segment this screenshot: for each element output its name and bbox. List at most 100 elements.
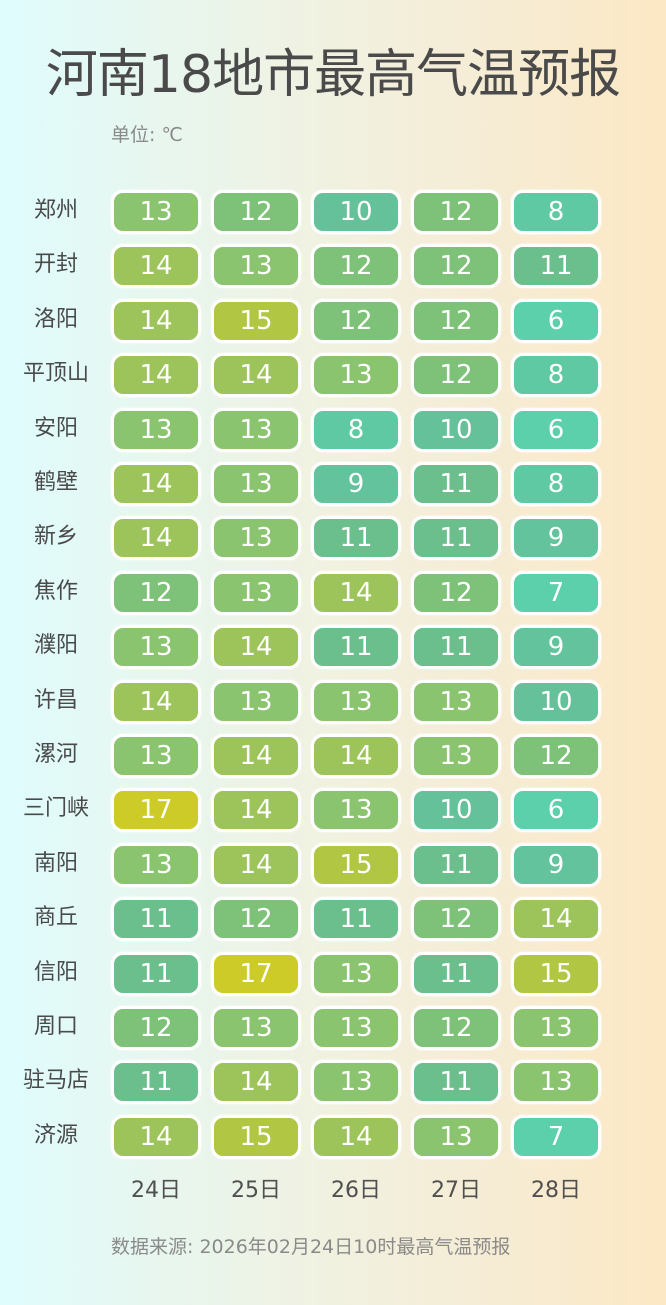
heatmap-cell: 14 bbox=[111, 353, 201, 397]
heatmap-cell: 7 bbox=[511, 571, 601, 615]
heatmap-cell: 14 bbox=[311, 571, 401, 615]
heatmap-cell: 8 bbox=[511, 190, 601, 234]
heatmap-cell: 14 bbox=[111, 244, 201, 288]
heatmap-cell: 12 bbox=[411, 190, 501, 234]
heatmap-cell: 12 bbox=[311, 299, 401, 343]
heatmap-cell: 12 bbox=[211, 897, 301, 941]
heatmap-cell: 10 bbox=[511, 680, 601, 724]
heatmap-cell: 14 bbox=[211, 734, 301, 778]
heatmap-cell: 13 bbox=[211, 462, 301, 506]
row-label-city: 漯河 bbox=[33, 742, 78, 767]
heatmap-cell: 15 bbox=[211, 299, 301, 343]
heatmap-cell: 13 bbox=[111, 734, 201, 778]
heatmap-cell: 12 bbox=[411, 571, 501, 615]
heatmap-cell: 13 bbox=[311, 1006, 401, 1050]
heatmap-cell: 12 bbox=[111, 571, 201, 615]
heatmap-cell: 17 bbox=[111, 788, 201, 832]
heatmap-cell: 14 bbox=[111, 680, 201, 724]
heatmap-cell: 17 bbox=[211, 952, 301, 996]
heatmap-cell: 13 bbox=[111, 190, 201, 234]
heatmap-cell: 13 bbox=[211, 516, 301, 560]
heatmap-cell: 13 bbox=[311, 952, 401, 996]
heatmap-cell: 11 bbox=[311, 516, 401, 560]
row-label-city: 驻马店 bbox=[22, 1068, 89, 1093]
heatmap-cell: 14 bbox=[211, 1060, 301, 1104]
heatmap-cell: 9 bbox=[511, 516, 601, 560]
row-label-city: 南阳 bbox=[33, 851, 78, 876]
row-label-city: 焦作 bbox=[33, 579, 78, 604]
heatmap-cell: 12 bbox=[511, 734, 601, 778]
heatmap-cell: 9 bbox=[311, 462, 401, 506]
heatmap-cell: 12 bbox=[111, 1006, 201, 1050]
row-label-city: 信阳 bbox=[33, 960, 78, 985]
row-label-city: 开封 bbox=[33, 252, 78, 277]
heatmap-cell: 13 bbox=[211, 680, 301, 724]
heatmap-cell: 8 bbox=[311, 408, 401, 452]
data-source-note: 数据来源: 2026年02月24日10时最高气温预报 bbox=[111, 1236, 511, 1258]
heatmap-cell: 12 bbox=[211, 190, 301, 234]
heatmap-cell: 13 bbox=[111, 625, 201, 669]
heatmap-cell: 11 bbox=[311, 897, 401, 941]
heatmap-cell: 14 bbox=[111, 516, 201, 560]
heatmap-cell: 6 bbox=[511, 299, 601, 343]
heatmap-cell: 13 bbox=[211, 408, 301, 452]
heatmap-cell: 13 bbox=[311, 788, 401, 832]
row-label-city: 濮阳 bbox=[33, 633, 78, 658]
heatmap-cell: 13 bbox=[411, 680, 501, 724]
heatmap-cell: 13 bbox=[211, 571, 301, 615]
heatmap-cell: 11 bbox=[411, 625, 501, 669]
heatmap-cell: 11 bbox=[111, 1060, 201, 1104]
column-label-date: 24日 bbox=[131, 1178, 181, 1203]
heatmap-cell: 11 bbox=[411, 1060, 501, 1104]
heatmap-cell: 9 bbox=[511, 625, 601, 669]
heatmap-cell: 14 bbox=[211, 843, 301, 887]
heatmap-cell: 13 bbox=[311, 1060, 401, 1104]
row-label-city: 三门峡 bbox=[22, 796, 89, 821]
heatmap-cell: 9 bbox=[511, 843, 601, 887]
heatmap-cell: 7 bbox=[511, 1115, 601, 1159]
row-label-city: 商丘 bbox=[33, 905, 78, 930]
chart-title: 河南18地市最高气温预报 bbox=[45, 45, 621, 105]
heatmap-cell: 11 bbox=[411, 952, 501, 996]
heatmap-cell: 13 bbox=[311, 680, 401, 724]
heatmap-cell: 14 bbox=[311, 734, 401, 778]
heatmap-cell: 12 bbox=[411, 1006, 501, 1050]
heatmap-cell: 11 bbox=[111, 952, 201, 996]
heatmap-cell: 13 bbox=[211, 1006, 301, 1050]
heatmap-cell: 14 bbox=[111, 299, 201, 343]
heatmap-cell: 13 bbox=[411, 734, 501, 778]
heatmap-cell: 13 bbox=[511, 1006, 601, 1050]
heatmap-cell: 6 bbox=[511, 408, 601, 452]
heatmap-cell: 14 bbox=[111, 462, 201, 506]
heatmap-cell: 13 bbox=[311, 353, 401, 397]
row-label-city: 周口 bbox=[33, 1014, 78, 1039]
heatmap-cell: 13 bbox=[511, 1060, 601, 1104]
heatmap-cell: 12 bbox=[411, 353, 501, 397]
heatmap-cell: 13 bbox=[111, 408, 201, 452]
row-label-city: 平顶山 bbox=[22, 361, 89, 386]
unit-label: 单位: ℃ bbox=[111, 124, 183, 146]
heatmap-cell: 11 bbox=[311, 625, 401, 669]
heatmap-cell: 14 bbox=[111, 1115, 201, 1159]
column-label-date: 28日 bbox=[531, 1178, 581, 1203]
heatmap-cell: 15 bbox=[511, 952, 601, 996]
heatmap-cell: 14 bbox=[211, 788, 301, 832]
row-label-city: 许昌 bbox=[33, 688, 78, 713]
heatmap-cell: 15 bbox=[211, 1115, 301, 1159]
row-label-city: 郑州 bbox=[33, 198, 78, 223]
heatmap-cell: 10 bbox=[411, 408, 501, 452]
heatmap-cell: 12 bbox=[311, 244, 401, 288]
heatmap-cell: 13 bbox=[111, 843, 201, 887]
row-label-city: 洛阳 bbox=[33, 307, 78, 332]
heatmap-cell: 12 bbox=[411, 897, 501, 941]
heatmap-cell: 11 bbox=[411, 516, 501, 560]
heatmap-cell: 11 bbox=[411, 843, 501, 887]
heatmap-cell: 6 bbox=[511, 788, 601, 832]
heatmap-cell: 13 bbox=[411, 1115, 501, 1159]
row-label-city: 安阳 bbox=[33, 416, 78, 441]
row-label-city: 鹤壁 bbox=[33, 470, 78, 495]
heatmap-cell: 8 bbox=[511, 462, 601, 506]
row-label-city: 济源 bbox=[33, 1123, 78, 1148]
heatmap-cell: 14 bbox=[211, 353, 301, 397]
heatmap-cell: 11 bbox=[111, 897, 201, 941]
